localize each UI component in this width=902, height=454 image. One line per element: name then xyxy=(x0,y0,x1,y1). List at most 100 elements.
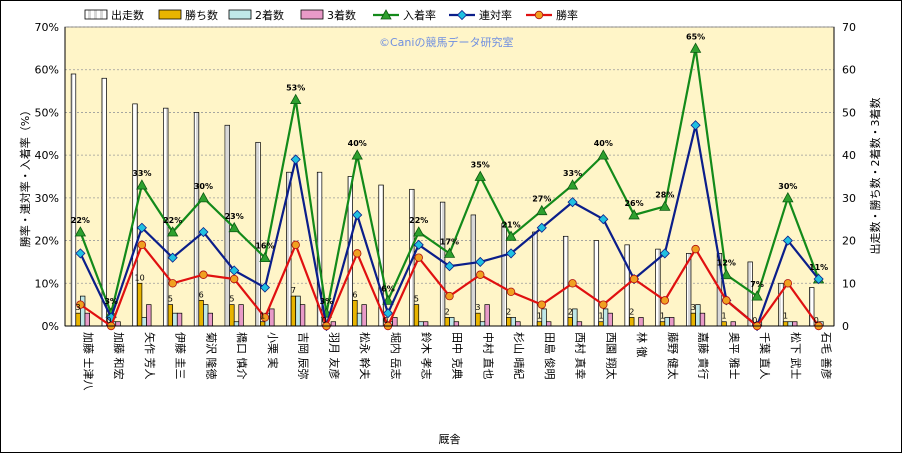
y-right-tick-label: 60 xyxy=(842,64,856,77)
marker-勝率 xyxy=(291,240,300,250)
bar-2着数-15 xyxy=(541,308,547,327)
marker-連対率 xyxy=(136,222,147,233)
marker-勝率 xyxy=(137,240,147,250)
bar-3着数-6 xyxy=(269,308,275,327)
legend-label: 連対率 xyxy=(479,8,512,22)
entry-rate-label: 33% xyxy=(563,169,582,178)
wins-label: 0 xyxy=(322,316,327,325)
marker-連対率 xyxy=(536,222,547,233)
marker-連対率 xyxy=(659,248,670,259)
legend-marker xyxy=(456,9,468,21)
bar-3着数-20 xyxy=(699,312,706,327)
marker-入着率 xyxy=(290,93,302,105)
bar-2着数-5 xyxy=(233,321,240,327)
bar-3着数-9 xyxy=(361,304,367,327)
watermark-text: ©Caniの競馬データ研究室 xyxy=(379,35,513,49)
bar-3着数-21 xyxy=(730,321,736,327)
wins-label: 3 xyxy=(691,303,696,312)
bar-3着数-0 xyxy=(84,312,90,327)
marker-入着率 xyxy=(505,230,517,241)
marker-入着率 xyxy=(197,192,210,203)
bar-勝ち数-7 xyxy=(290,295,297,327)
category-label: 松下 武士 xyxy=(789,332,803,380)
entry-rate-label: 30% xyxy=(194,182,213,191)
category-label: 加藤 士津八 xyxy=(81,332,94,391)
entry-rate-label: 21% xyxy=(501,220,520,229)
marker-連対率 xyxy=(598,214,609,225)
marker-連対率 xyxy=(75,248,86,259)
bar-3着数-3 xyxy=(176,312,183,327)
y-right-tick-label: 0 xyxy=(842,320,849,333)
bar-3着数-8 xyxy=(330,321,337,327)
y-left-tick-label: 20% xyxy=(35,235,59,248)
category-label: 杉山 晴紀 xyxy=(512,332,526,380)
marker-勝率 xyxy=(414,253,423,262)
bar-3着数-17 xyxy=(607,312,613,327)
legend-marker xyxy=(534,10,544,20)
wins-label: 2 xyxy=(568,307,573,316)
category-label: 菊沢 隆徳 xyxy=(204,332,218,380)
y-left-tick-label: 50% xyxy=(35,106,59,119)
bar-2着数-20 xyxy=(695,304,701,327)
entry-rate-label: 6% xyxy=(381,284,395,293)
x-axis-title: 厩舎 xyxy=(439,433,461,446)
marker-勝率 xyxy=(568,279,577,288)
marker-連対率 xyxy=(413,239,424,250)
marker-連対率 xyxy=(290,154,301,165)
bar-勝ち数-9 xyxy=(352,300,358,327)
bar-勝ち数-23 xyxy=(782,321,789,327)
marker-入着率 xyxy=(259,251,271,263)
bar-勝ち数-17 xyxy=(598,321,604,327)
wins-label: 0 xyxy=(383,316,388,325)
marker-連対率 xyxy=(352,209,363,221)
bar-2着数-14 xyxy=(510,317,516,327)
entry-rate-label: 22% xyxy=(163,216,182,225)
entry-rate-label: 40% xyxy=(594,139,613,148)
y-right-tick-label: 50 xyxy=(842,106,856,119)
y-left-tick-label: 70% xyxy=(35,21,59,34)
bar-3着数-12 xyxy=(453,321,460,327)
bar-2着数-17 xyxy=(602,308,609,327)
bar-3着数-18 xyxy=(638,317,644,327)
bar-3着数-11 xyxy=(422,321,429,327)
marker-入着率 xyxy=(751,290,763,301)
marker-入着率 xyxy=(689,42,702,53)
marker-入着率 xyxy=(351,149,363,160)
bar-勝ち数-19 xyxy=(659,321,666,327)
bar-3着数-1 xyxy=(115,321,121,327)
bar-2着数-11 xyxy=(418,321,424,327)
marker-連対率 xyxy=(198,226,209,238)
y-axis-right-title: 出走数・勝ち数・2着数・3着数 xyxy=(868,98,882,255)
data-labels: 22%3%33%22%30%23%16%53%3%40%6%22%17%35%2… xyxy=(71,32,828,325)
entry-rate-label: 17% xyxy=(440,237,459,246)
wins-label: 6 xyxy=(199,290,204,299)
marker-勝率 xyxy=(599,300,608,309)
bar-3着数-15 xyxy=(546,321,552,327)
entry-rate-label: 16% xyxy=(255,242,274,251)
category-label: 藤野 健太 xyxy=(666,332,679,380)
legend-label: 出走数 xyxy=(111,8,144,22)
bar-出走数-0 xyxy=(70,73,77,327)
marker-入着率 xyxy=(566,179,579,190)
y-right-tick-label: 10 xyxy=(842,277,856,290)
y-left-tick-label: 30% xyxy=(35,192,59,205)
category-label: 千葉 直人 xyxy=(758,332,772,380)
wins-label: 1 xyxy=(537,312,542,321)
bar-3着数-16 xyxy=(576,321,583,327)
category-label: 松永 幹夫 xyxy=(358,332,372,380)
bar-2着数-12 xyxy=(449,317,455,327)
marker-入着率 xyxy=(720,268,733,280)
y-left-tick-label: 10% xyxy=(35,277,59,290)
marker-勝率 xyxy=(691,244,700,254)
marker-勝率 xyxy=(229,274,239,284)
marker-勝率 xyxy=(76,300,85,309)
marker-入着率 xyxy=(597,149,609,160)
bar-勝ち数-21 xyxy=(721,321,727,327)
category-label: 嘉藤 貴行 xyxy=(697,332,711,380)
bar-勝ち数-20 xyxy=(690,312,696,327)
bar-2着数-16 xyxy=(572,308,578,327)
category-label: 林 徹 xyxy=(635,332,649,358)
bar-勝ち数-11 xyxy=(413,304,420,327)
wins-label: 0 xyxy=(752,316,757,325)
marker-勝率 xyxy=(722,296,731,305)
